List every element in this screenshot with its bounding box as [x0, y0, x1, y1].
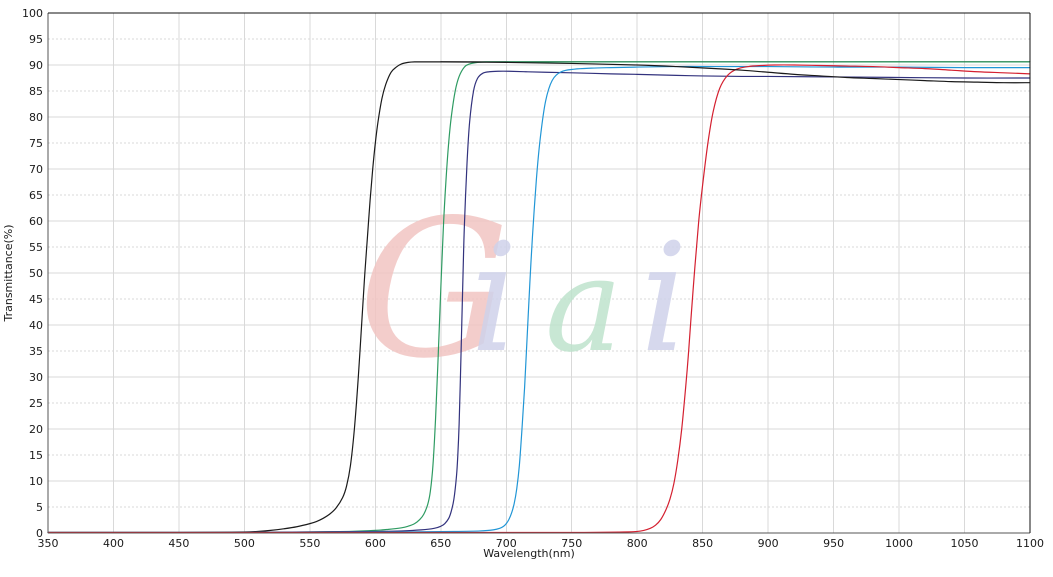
y-tick-label: 25: [29, 397, 43, 410]
x-tick-label: 350: [38, 537, 59, 550]
x-tick-label: 800: [627, 537, 648, 550]
y-tick-label: 30: [29, 371, 43, 384]
x-tick-label: 450: [168, 537, 189, 550]
svg-text:G: G: [358, 179, 510, 400]
data-series-layer: [47, 61, 1031, 534]
x-tick-label: 750: [561, 537, 582, 550]
y-tick-label: 35: [29, 345, 43, 358]
y-tick-label: 50: [29, 267, 43, 280]
x-tick-labels: 350 400 450 500 550 600 650 700 750 800 850 900 950 1…: [38, 537, 1045, 550]
svg-text:i: i: [640, 212, 688, 386]
x-tick-label: 1050: [951, 537, 979, 550]
x-tick-label: 700: [496, 537, 517, 550]
y-tick-label: 80: [29, 111, 43, 124]
y-tick-label: 90: [29, 59, 43, 72]
y-tick-label: 15: [29, 449, 43, 462]
y-tick-label: 55: [29, 241, 43, 254]
x-tick-label: 500: [234, 537, 255, 550]
y-tick-label: 0: [36, 527, 43, 540]
svg-text:a: a: [545, 229, 623, 381]
series-line: [47, 70, 1031, 534]
y-tick-label: 20: [29, 423, 43, 436]
x-tick-label: 1000: [885, 537, 913, 550]
axis-lines: [47, 12, 1031, 534]
x-axis-title: Wavelength(nm): [483, 547, 575, 560]
x-tick-label: 1100: [1016, 537, 1044, 550]
x-tick-label: 950: [823, 537, 844, 550]
x-tick-label: 600: [365, 537, 386, 550]
y-tick-label: 45: [29, 293, 43, 306]
watermark: Gi a i: [358, 179, 688, 400]
x-tick-label: 400: [103, 537, 124, 550]
series-line: [47, 61, 1031, 534]
y-tick-label: 100: [22, 7, 43, 20]
x-tick-label: 900: [758, 537, 779, 550]
y-tick-labels: 0 5 10 15 20 25 30 35 40 45 50 55 60 65 70 75 80 85 90 95 10…: [22, 7, 43, 540]
series-line: [440, 61, 1031, 84]
x-tick-label: 650: [430, 537, 451, 550]
y-tick-label: 60: [29, 215, 43, 228]
y-tick-label: 70: [29, 163, 43, 176]
x-tick-label: 850: [692, 537, 713, 550]
y-tick-label: 10: [29, 475, 43, 488]
y-tick-label: 65: [29, 189, 43, 202]
y-tick-label: 40: [29, 319, 43, 332]
y-tick-label: 75: [29, 137, 43, 150]
y-axis-title: Transmittance(%): [2, 224, 15, 322]
svg-text:i: i: [470, 212, 518, 386]
y-tick-label: 5: [36, 501, 43, 514]
y-tick-label: 95: [29, 33, 43, 46]
series-line: [47, 64, 1031, 534]
x-tick-label: 550: [299, 537, 320, 550]
y-tick-label: 85: [29, 85, 43, 98]
